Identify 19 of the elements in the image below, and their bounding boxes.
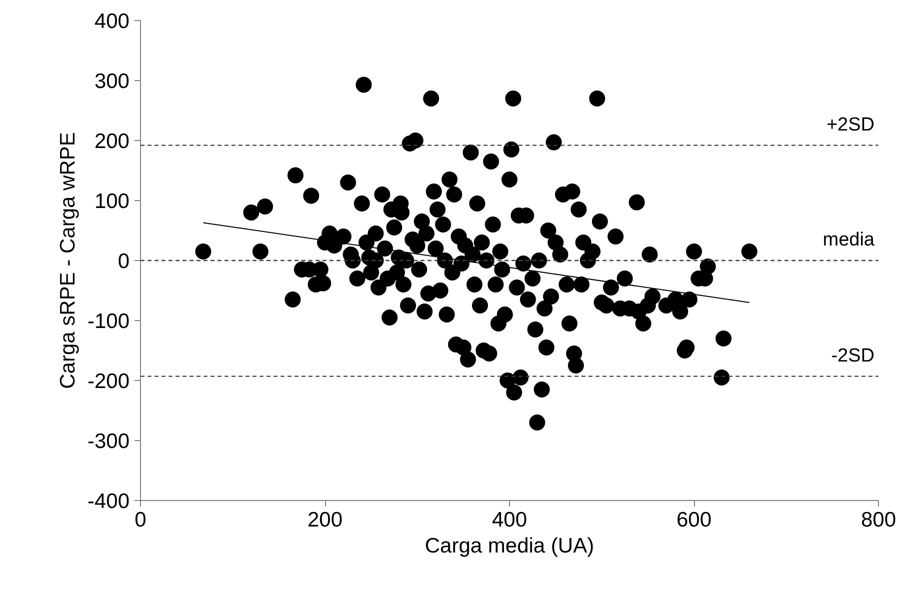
x-tick-label: 0 [134,508,146,532]
ref-line-label: -2SD [831,345,875,366]
y-tick-label: 400 [94,10,130,33]
ref-line-label: media [822,230,875,250]
x-tick-label: 800 [860,508,896,532]
y-tick-label: -100 [87,310,130,333]
y-tick-label: -300 [87,430,130,453]
x-tick-label: 600 [676,508,712,532]
ref-line-label: +2SD [826,114,875,136]
y-tick-label: 100 [94,190,130,213]
y-tick-label: 300 [94,70,130,93]
x-tick-label: 200 [307,508,343,532]
y-axis-title: Carga sRPE - Carga wRPE [56,132,80,389]
y-tick-label: 0 [118,250,130,273]
x-axis-title: Carga media (UA) [424,534,594,558]
y-tick-label: -200 [87,370,130,393]
y-tick-label: 200 [94,130,130,153]
y-tick-label: -400 [87,490,130,513]
x-tick-label: 400 [492,508,528,532]
